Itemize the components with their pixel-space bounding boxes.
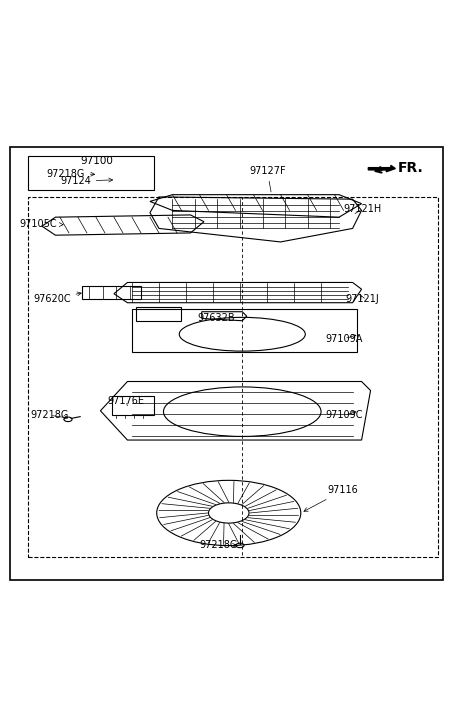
Text: 97124: 97124	[60, 176, 113, 186]
Text: 97127F: 97127F	[249, 166, 286, 192]
Text: 97620C: 97620C	[33, 292, 81, 304]
Text: 97100: 97100	[80, 156, 113, 166]
Text: 97116: 97116	[304, 486, 359, 511]
Bar	[29, 197, 438, 557]
Text: 97121H: 97121H	[343, 204, 382, 214]
Text: 97218G: 97218G	[46, 169, 95, 179]
Text: 97121J: 97121J	[346, 294, 380, 304]
Text: 97218G: 97218G	[199, 540, 238, 550]
Text: 97109A: 97109A	[326, 334, 363, 344]
Text: 97176E: 97176E	[107, 396, 144, 406]
Bar	[112, 396, 154, 415]
Text: 97632B: 97632B	[197, 313, 235, 324]
Bar	[136, 308, 182, 321]
Text: 97218G: 97218G	[31, 410, 69, 420]
Polygon shape	[368, 166, 395, 172]
Text: FR.: FR.	[398, 161, 424, 174]
Bar	[132, 310, 357, 353]
Bar	[29, 156, 154, 190]
Text: 97109C: 97109C	[326, 410, 363, 420]
Bar	[82, 286, 141, 299]
Text: 97105C: 97105C	[19, 219, 63, 229]
